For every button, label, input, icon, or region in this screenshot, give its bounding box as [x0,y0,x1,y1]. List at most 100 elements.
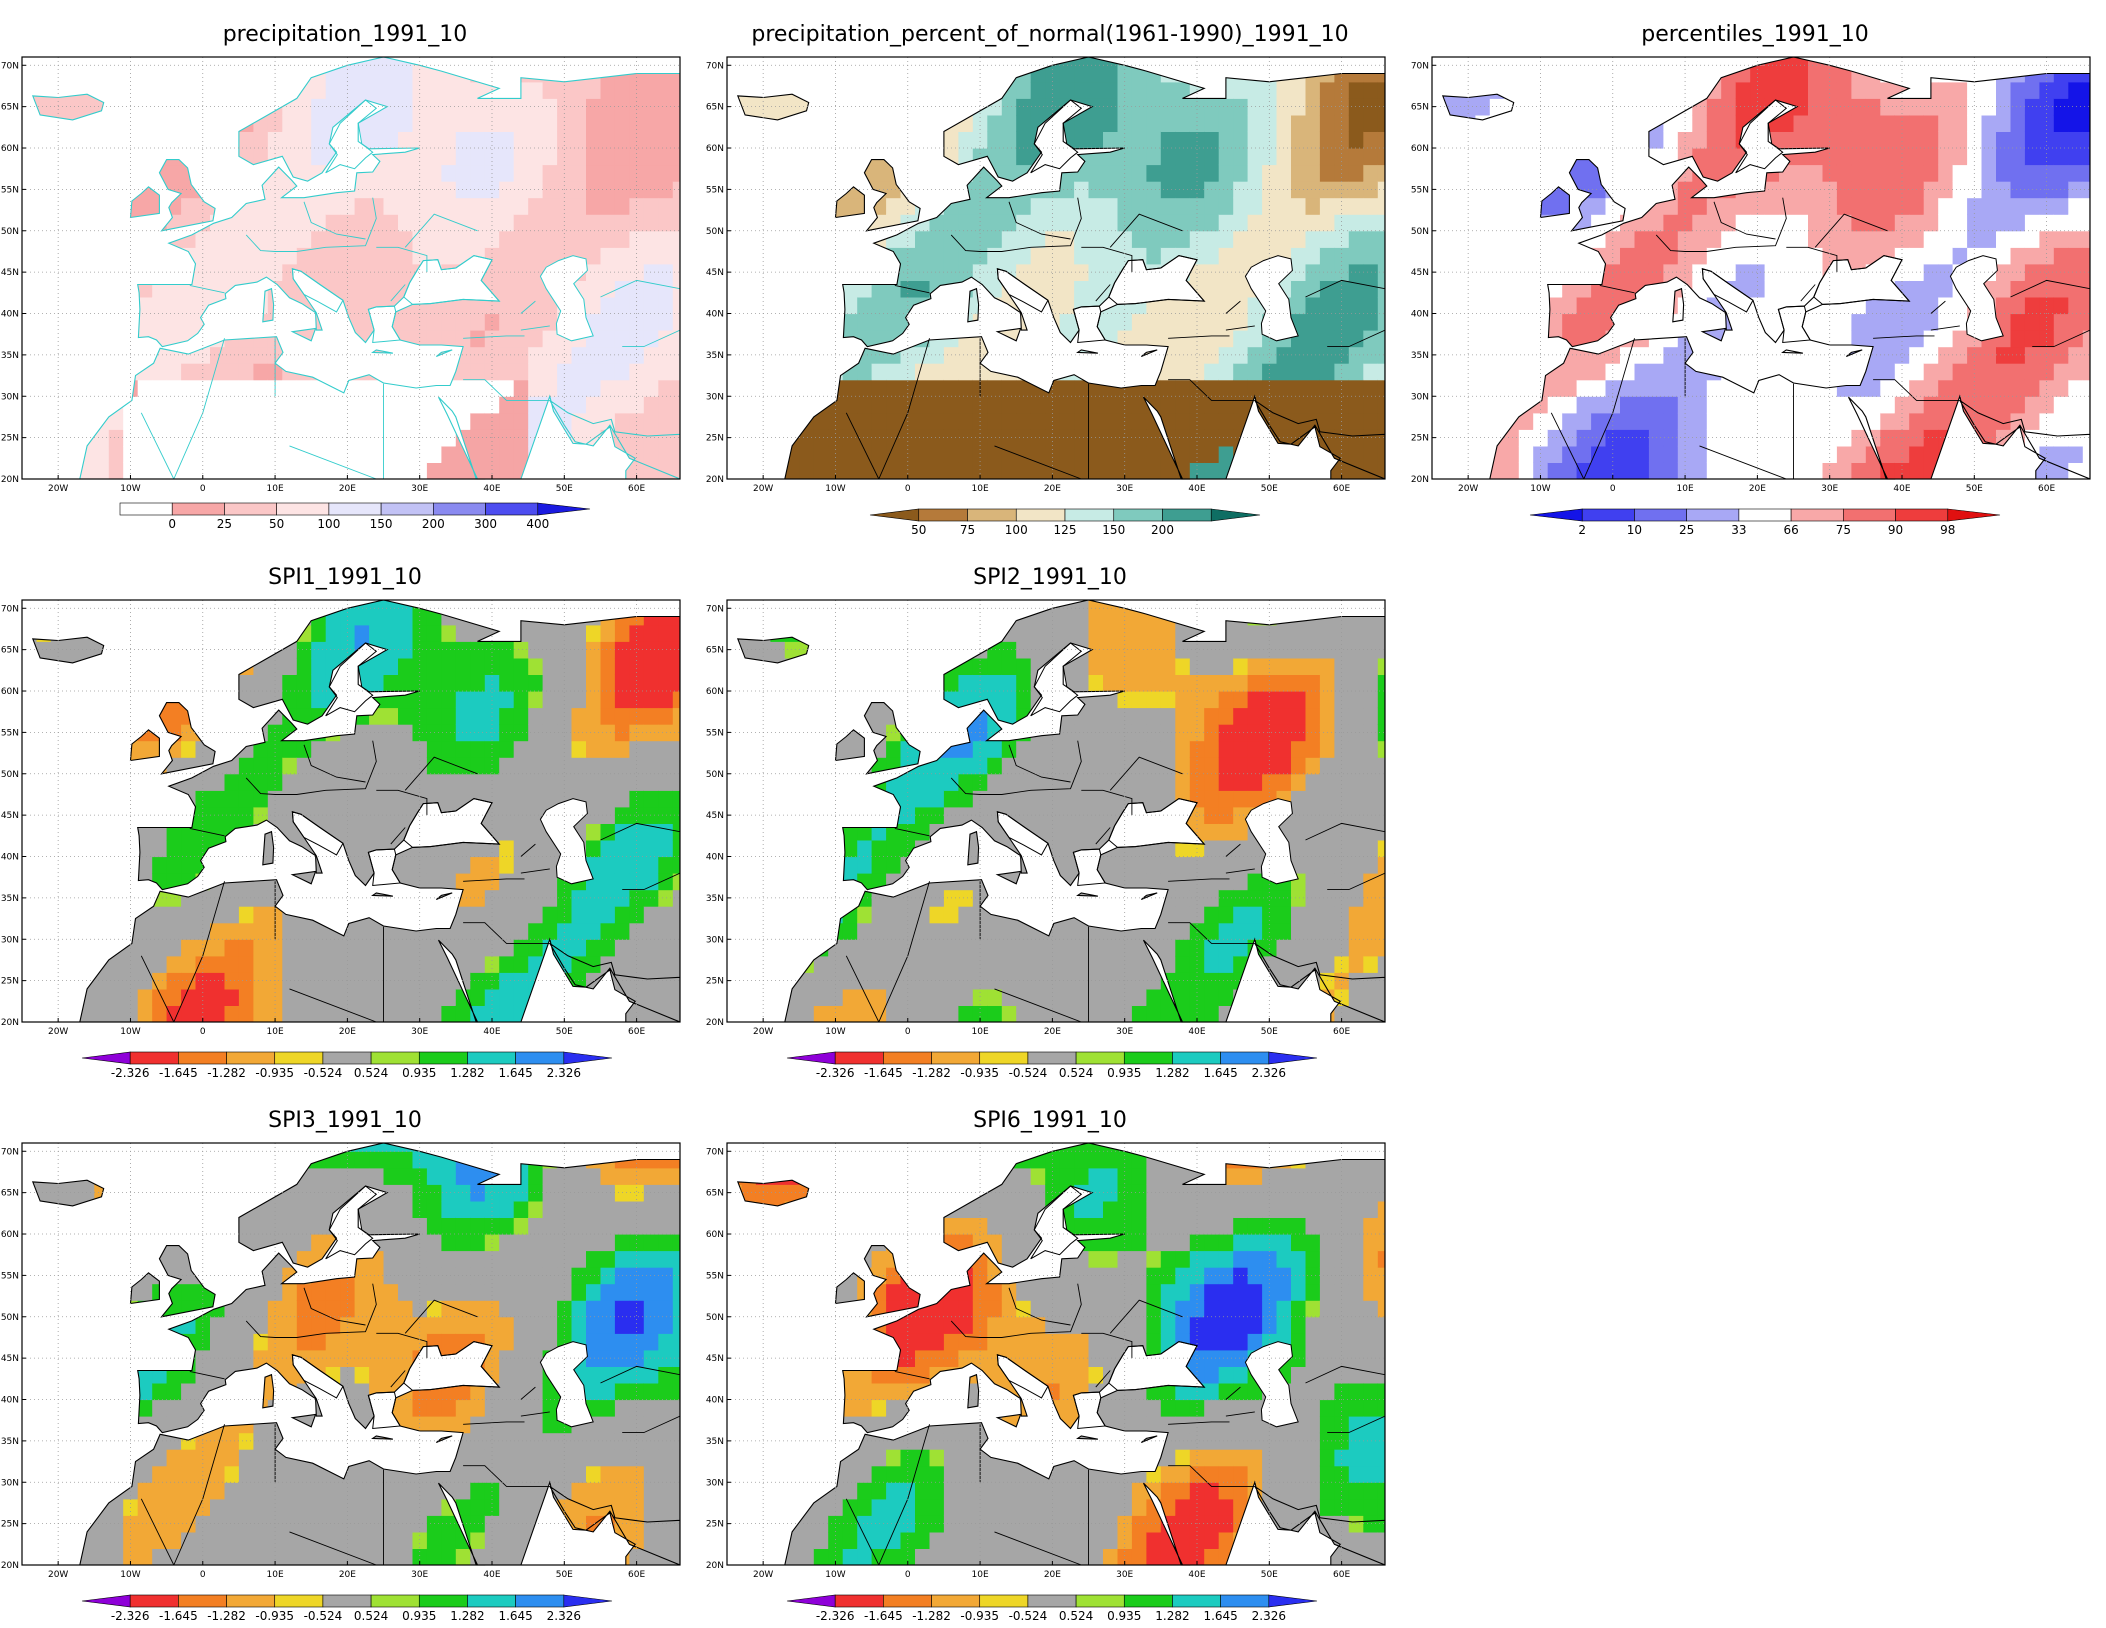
colorbar-segment [275,1595,323,1607]
colorbar-label: -1.282 [207,1066,246,1080]
lat-tick-label: 20N [1,1561,19,1571]
colorbar-segment [323,1595,371,1607]
colorbar-label: -1.282 [912,1066,951,1080]
lat-tick-label: 55N [706,728,724,738]
lat-tick-label: 65N [706,646,724,656]
colorbar-segment [224,503,276,515]
lat-tick-label: 55N [1,728,19,738]
colorbar-label: 400 [526,517,549,531]
lon-tick-label: 40E [1188,1570,1205,1580]
lat-tick-label: 35N [1411,351,1429,361]
colorbar-label: 0.524 [1059,1609,1093,1623]
colorbar-segment [1076,1595,1124,1607]
lat-tick-label: 25N [706,977,724,987]
lat-tick-label: 55N [1411,185,1429,195]
lat-tick-label: 20N [1,475,19,485]
colorbar-segment [467,1052,515,1064]
lat-tick-label: 65N [706,1189,724,1199]
lat-tick-label: 55N [1,185,19,195]
lon-tick-label: 30E [1821,484,1838,494]
lon-tick-label: 10E [1677,484,1694,494]
colorbar-segment [227,1052,275,1064]
colorbar-label: 1.645 [1203,1609,1237,1623]
colorbar-label: 50 [269,517,284,531]
colorbar-label: 10 [1627,523,1642,537]
colorbar-segment [277,503,329,515]
colorbar-label: 1.282 [1155,1066,1189,1080]
colorbar-segment [787,1595,835,1607]
lat-tick-label: 65N [1,103,19,113]
lon-tick-label: 40E [1188,484,1205,494]
colorbar-label: 0.524 [354,1609,388,1623]
lon-tick-label: 40E [1188,1027,1205,1037]
colorbar-label: 125 [1054,523,1077,537]
colorbar-segment [467,1595,515,1607]
colorbar-segment [275,1052,323,1064]
colorbar-label: 150 [370,517,393,531]
lon-tick-label: 0 [905,484,911,494]
colorbar-label: -2.326 [816,1066,855,1080]
lat-tick-label: 45N [1411,268,1429,278]
colorbar-label: 1.282 [450,1609,484,1623]
lon-tick-label: 20E [1749,484,1766,494]
colorbar-label: -0.524 [1009,1609,1048,1623]
colorbar-label: 50 [911,523,926,537]
lat-tick-label: 60N [706,144,724,154]
lat-tick-label: 30N [706,1478,724,1488]
colorbar-segment [1634,509,1686,521]
colorbar-segment [1269,1052,1317,1064]
colorbar-segment [1076,1052,1124,1064]
colorbar-label: 100 [317,517,340,531]
colorbar-segment [932,1052,980,1064]
lat-tick-label: 20N [706,1561,724,1571]
lat-tick-label: 70N [1,604,19,614]
lat-tick-label: 40N [1411,310,1429,320]
colorbar-label: 66 [1783,523,1798,537]
colorbar-segment [1269,1595,1317,1607]
colorbar-label: 2 [1578,523,1586,537]
lat-tick-label: 70N [1411,61,1429,71]
colorbar-segment [371,1052,419,1064]
colorbar-segment [787,1052,835,1064]
lat-tick-label: 30N [1,392,19,402]
colorbar-label: 25 [217,517,232,531]
colorbar-label: 33 [1731,523,1746,537]
lon-tick-label: 10E [267,1570,284,1580]
lon-tick-label: 0 [200,1027,206,1037]
colorbar-segment [1739,509,1791,521]
lat-tick-label: 50N [706,227,724,237]
lat-tick-label: 30N [706,392,724,402]
colorbar-label: 200 [1151,523,1174,537]
colorbar-segment [1530,509,1582,521]
colorbar-label: 0.935 [1107,1609,1141,1623]
lat-tick-label: 40N [1,853,19,863]
colorbar-segment [323,1052,371,1064]
lat-tick-label: 35N [1,351,19,361]
lon-tick-label: 0 [905,1027,911,1037]
lat-tick-label: 40N [1,310,19,320]
colorbar-label: 98 [1940,523,1955,537]
colorbar-segment [516,1595,564,1607]
colorbar-label: 90 [1888,523,1903,537]
lon-tick-label: 10W [120,1570,140,1580]
colorbar-segment [538,503,590,515]
lat-tick-label: 30N [1411,392,1429,402]
colorbar-segment [381,503,433,515]
colorbar-segment [371,1595,419,1607]
colorbar-segment [835,1052,883,1064]
colorbar-label: -0.524 [304,1609,343,1623]
lon-tick-label: 50E [556,1570,573,1580]
lat-tick-label: 70N [1,1147,19,1157]
lon-tick-label: 0 [1610,484,1616,494]
lat-tick-label: 25N [1411,434,1429,444]
lon-tick-label: 10E [972,1570,989,1580]
lat-tick-label: 55N [706,185,724,195]
colorbar-segment [1221,1052,1269,1064]
lat-tick-label: 60N [706,1230,724,1240]
